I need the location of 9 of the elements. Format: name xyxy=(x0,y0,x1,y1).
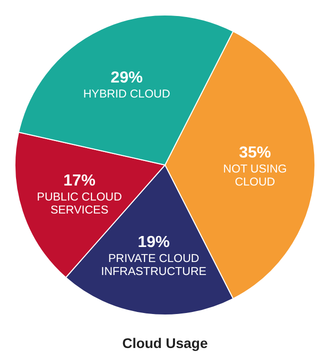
data-label: 29% xyxy=(110,70,143,87)
slice-label: NOT USING CLOUD xyxy=(223,164,287,188)
slice-label: PUBLIC CLOUD SERVICES xyxy=(36,191,122,216)
data-label: 19% xyxy=(138,234,170,251)
data-label: 17% xyxy=(63,172,96,190)
data-label: 35% xyxy=(238,144,272,162)
text: Cloud Usage xyxy=(122,335,208,351)
slice-label: HYBRID CLOUD xyxy=(83,88,170,101)
slice-label: PRIVATE CLOUD INFRASTRUCTURE xyxy=(101,252,207,278)
